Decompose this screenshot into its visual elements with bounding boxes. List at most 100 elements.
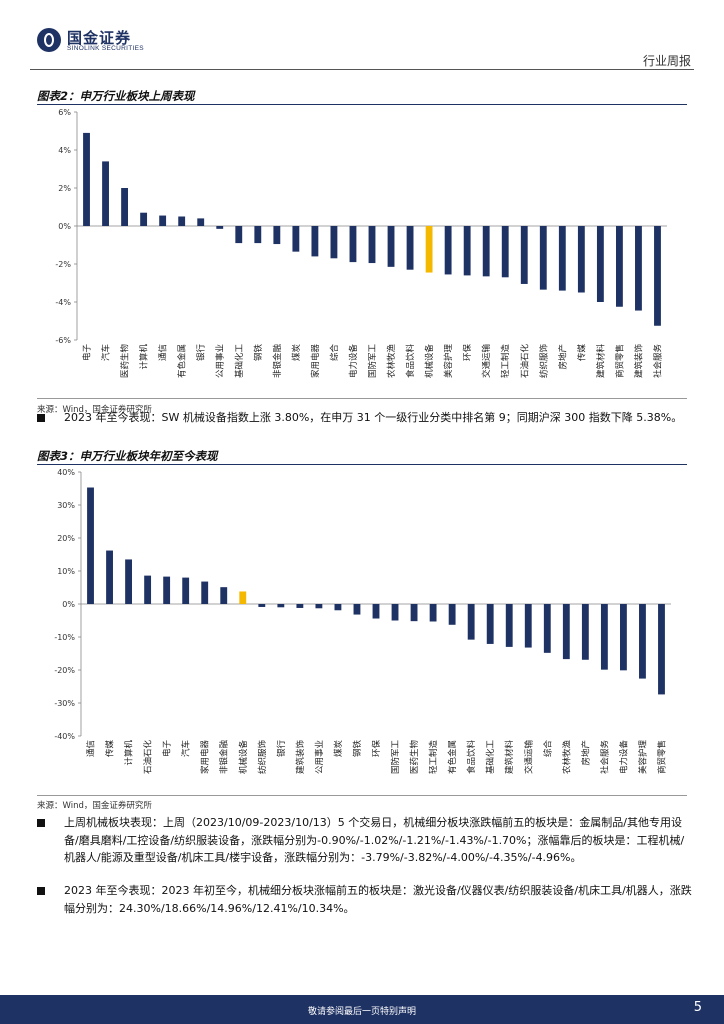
y-tick-label: 40% [57, 468, 75, 477]
bar [182, 577, 190, 604]
logo-name-en: SINOLINK SECURITIES [67, 45, 144, 52]
bar [406, 226, 414, 270]
x-tick-label: 电子 [82, 344, 93, 362]
x-tick-label: 美容护理 [443, 344, 454, 379]
x-tick-label: 机械设备 [424, 344, 435, 379]
bar [258, 604, 266, 607]
y-tick-label: -20% [54, 666, 75, 675]
x-tick-label: 房地产 [557, 344, 568, 370]
bar [87, 487, 94, 604]
report-type: 行业周报 [642, 54, 691, 68]
bar [220, 587, 228, 604]
bar [543, 604, 551, 653]
bullet-text: 2023 年至今表现：2023 年初至今，机械细分板块涨幅前五的板块是：激光设备… [64, 884, 692, 915]
bar [311, 226, 319, 257]
y-tick-label: -6% [55, 336, 71, 345]
x-tick-label: 环保 [371, 740, 382, 758]
x-tick-label: 轻工制造 [428, 740, 439, 775]
y-tick-label: 20% [57, 534, 75, 543]
x-tick-label: 非银金融 [219, 740, 230, 775]
x-tick-label: 建筑装饰 [295, 740, 306, 775]
y-tick-label: 0% [62, 600, 75, 609]
x-tick-label: 综合 [329, 344, 340, 362]
x-tick-label: 石油石化 [143, 740, 154, 775]
bar [429, 604, 437, 622]
bar [482, 226, 490, 277]
x-tick-label: 基础化工 [485, 740, 496, 775]
x-tick-label: 家用电器 [310, 344, 321, 379]
x-tick-label: 建筑材料 [504, 740, 515, 775]
bar [577, 226, 585, 293]
bar [296, 604, 304, 608]
bar [486, 604, 494, 644]
bar [125, 559, 133, 604]
figure3-title-rule [37, 464, 687, 465]
bar [292, 226, 300, 252]
bar [159, 215, 167, 226]
y-tick-label: -30% [54, 699, 75, 708]
bar [444, 226, 452, 275]
x-tick-label: 医药生物 [120, 344, 131, 379]
y-tick-label: -4% [55, 298, 71, 307]
bar [102, 161, 109, 226]
bullet-weekly-performance: 上周机械板块表现：上周（2023/10/09-2023/10/13）5 个交易日… [37, 814, 694, 867]
x-tick-label: 基础化工 [234, 344, 245, 379]
x-tick-label: 农林牧渔 [386, 344, 397, 379]
figure3-chart: 40% 30% 20% 10% 0% -10% -20% -30% -40% 通信 传媒 计算机 石油石… [54, 468, 671, 775]
x-tick-label: 公用事业 [215, 344, 226, 378]
x-tick-label: 交通运输 [481, 344, 492, 379]
x-tick-label: 钢铁 [352, 740, 363, 758]
x-tick-label: 煤炭 [333, 740, 344, 758]
footer-disclaimer: 敬请参阅最后一页特别声明 [307, 1007, 416, 1017]
bar [121, 188, 129, 226]
figure2-chart: 6% 4% 2% 0% -2% -4% -6% 电子 汽车 医药生物 计算机 通信 有色金属 银行 公用事业… [55, 108, 667, 379]
x-tick-label: 有色金属 [447, 740, 458, 774]
x-tick-label: 农林牧渔 [561, 740, 572, 775]
x-tick-label: 建筑材料 [595, 344, 606, 379]
bullet-square-icon [37, 887, 45, 895]
logo-icon [37, 28, 61, 52]
figure3-source-rule [37, 795, 687, 796]
x-tick-label: 食品饮料 [466, 740, 477, 775]
x-tick-label: 纺织服饰 [257, 740, 268, 775]
bar [615, 226, 623, 307]
x-tick-label: 通信 [86, 740, 97, 758]
x-tick-label: 传媒 [576, 344, 587, 362]
page-number: 5 [693, 1000, 702, 1015]
bar [334, 604, 342, 611]
x-tick-label: 电子 [162, 740, 173, 758]
x-tick-label: 钢铁 [253, 344, 264, 362]
bar [581, 604, 589, 660]
bar [330, 226, 338, 259]
bar [562, 604, 570, 660]
bar [391, 604, 399, 621]
bar [463, 226, 471, 276]
bar [467, 604, 475, 640]
bar [368, 226, 376, 264]
bar [596, 226, 604, 302]
y-tick-label: -10% [54, 633, 75, 642]
bar [658, 604, 665, 695]
bar [619, 604, 627, 671]
x-tick-label: 美容护理 [637, 740, 648, 775]
bar [520, 226, 528, 284]
y-tick-label: 30% [57, 501, 75, 510]
bar [201, 581, 209, 604]
x-tick-label: 轻工制造 [500, 344, 511, 379]
bar [639, 604, 646, 679]
x-tick-label: 国防军工 [367, 344, 378, 379]
x-tick-label: 环保 [462, 344, 473, 362]
x-tick-label: 综合 [542, 740, 553, 758]
x-tick-label: 汽车 [181, 740, 192, 757]
x-tick-label: 石油石化 [519, 344, 530, 379]
bar [505, 604, 513, 647]
y-tick-label: -40% [54, 732, 75, 741]
x-tick-label: 社会服务 [652, 344, 663, 379]
x-tick-label: 计算机 [139, 344, 150, 370]
header-divider [30, 69, 694, 70]
y-tick-label: 4% [58, 146, 71, 155]
bar [197, 218, 205, 226]
bar [353, 604, 361, 615]
x-tick-label: 机械设备 [238, 740, 249, 775]
bullet-ytd-summary: 2023 年至今表现：SW 机械设备指数上涨 3.80%，在申万 31 个一级行… [37, 409, 694, 427]
